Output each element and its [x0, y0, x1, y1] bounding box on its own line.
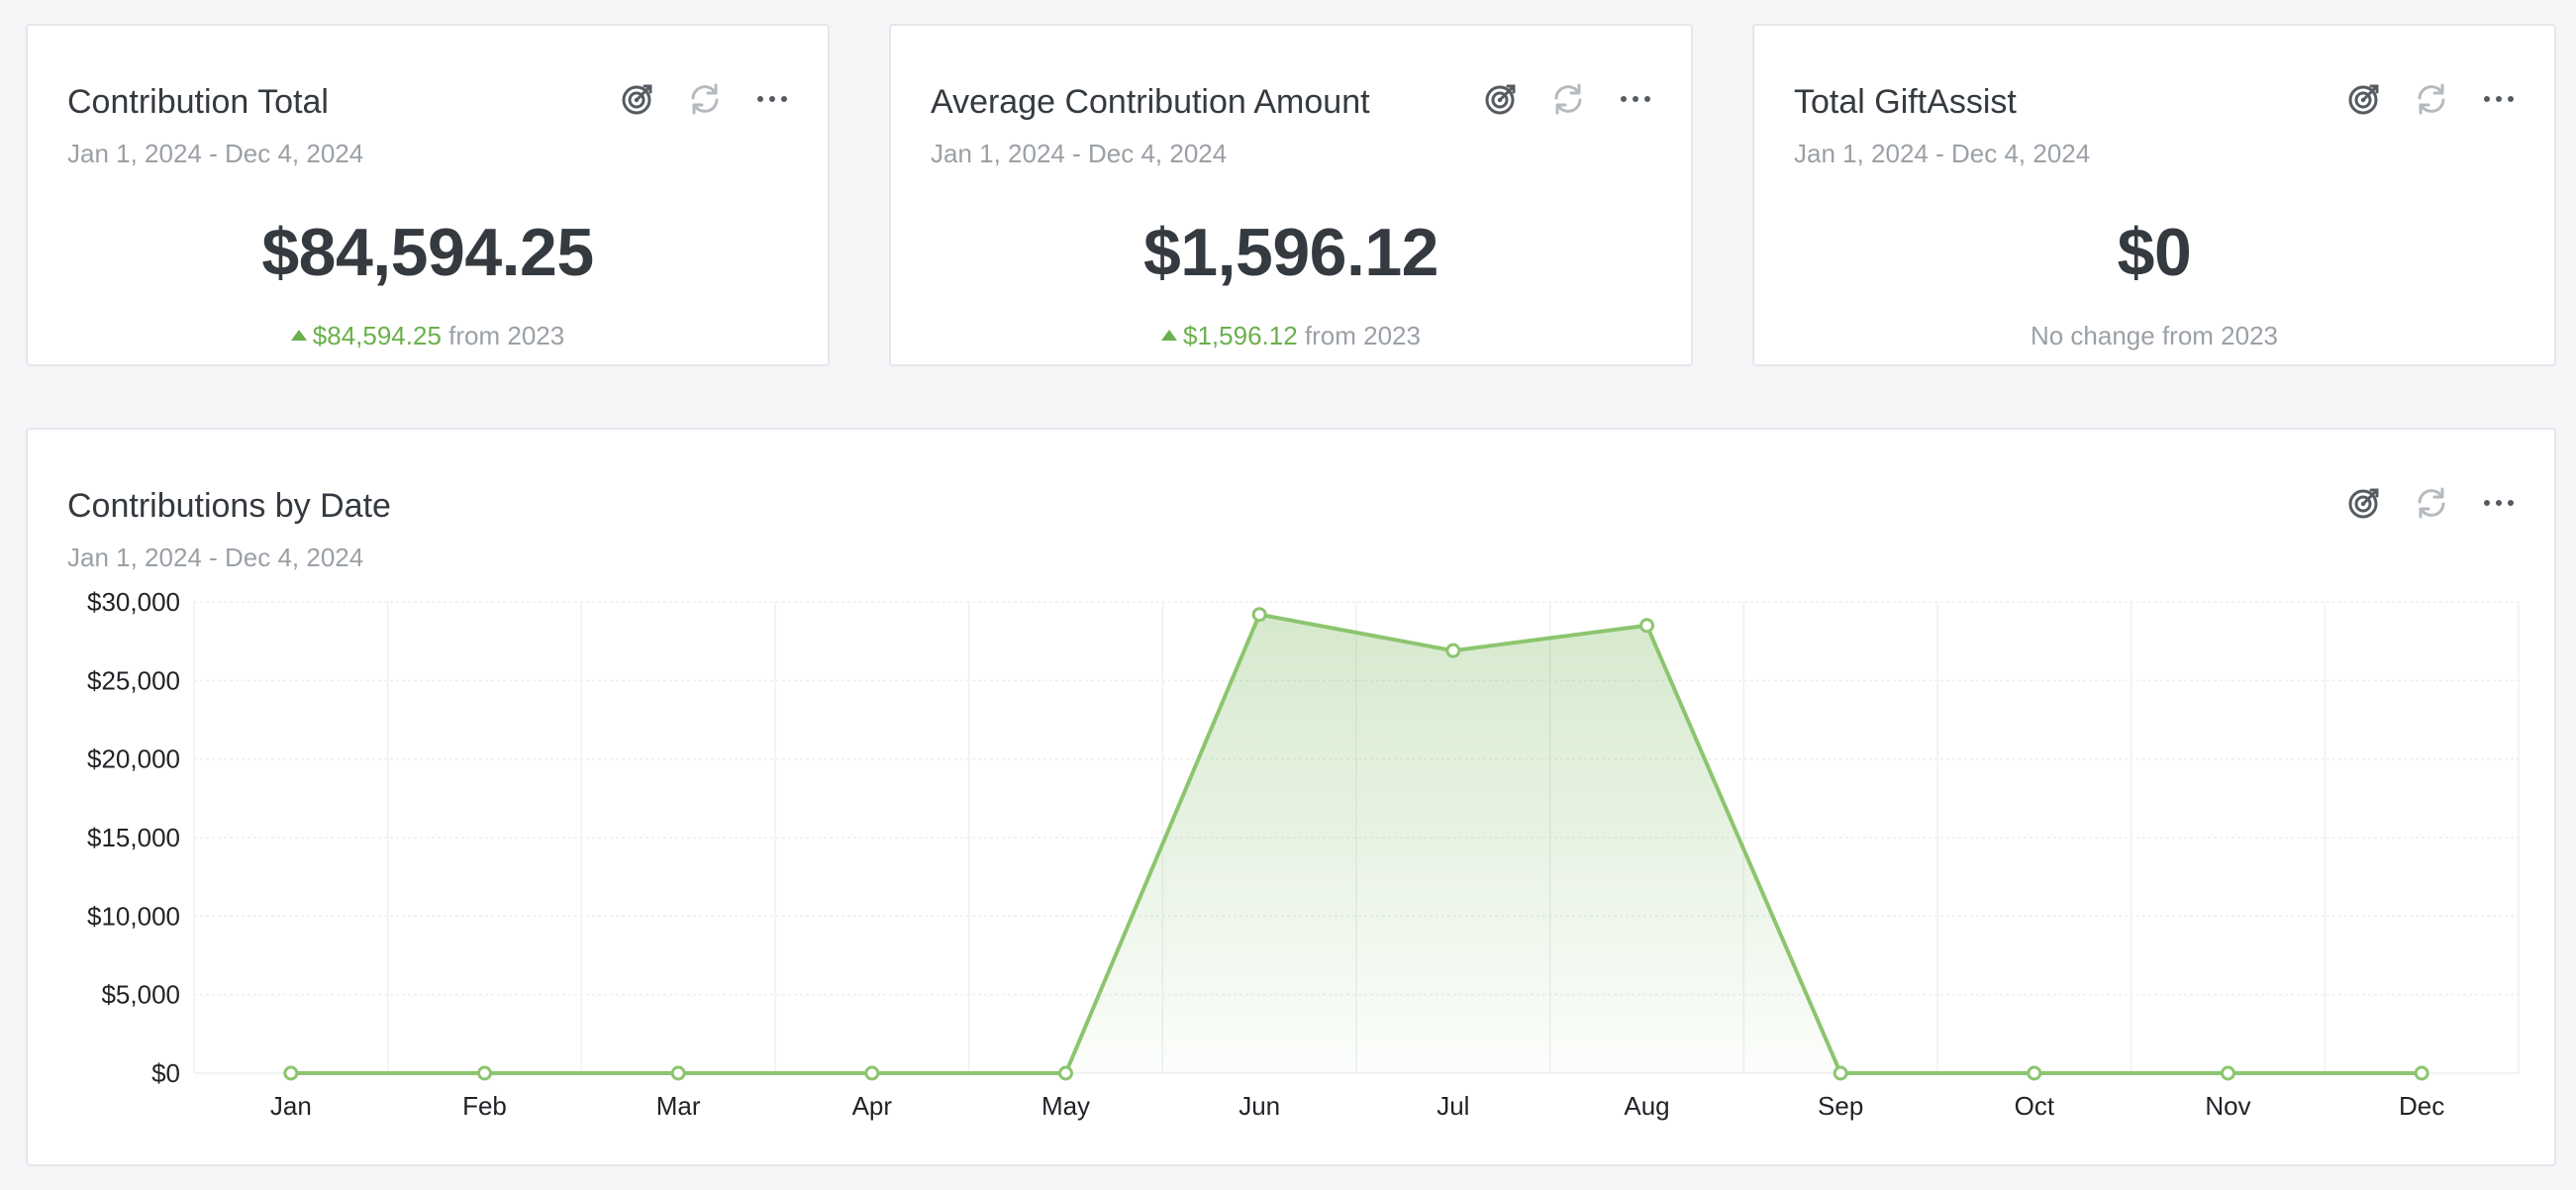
card-date-range: Jan 1, 2024 - Dec 4, 2024	[67, 139, 364, 168]
data-point	[2221, 1065, 2235, 1081]
goal-target-icon[interactable]	[2346, 81, 2382, 117]
delta-suffix: from 2023	[1297, 321, 1421, 350]
delta-amount: $84,594.25	[312, 321, 442, 350]
data-point	[1058, 1065, 1073, 1081]
y-tick-label: $10,000	[87, 901, 180, 931]
x-tick-label: Nov	[2205, 1091, 2250, 1121]
x-tick-label: Mar	[656, 1091, 701, 1121]
up-arrow-icon	[290, 330, 307, 341]
card-toolbar	[620, 81, 790, 117]
more-icon[interactable]	[2481, 485, 2517, 521]
card-date-range: Jan 1, 2024 - Dec 4, 2024	[1794, 139, 2091, 168]
y-tick-label: $25,000	[87, 665, 180, 695]
y-tick-label: $5,000	[101, 980, 180, 1010]
series-line	[290, 612, 2423, 1075]
x-tick-label: Jul	[1437, 1091, 1469, 1121]
card-title: Contribution Total	[67, 83, 329, 121]
refresh-icon[interactable]	[687, 81, 723, 117]
chart-card-toolbar	[2346, 485, 2517, 521]
delta-suffix: from 2023	[441, 321, 565, 350]
x-tick-label: Apr	[852, 1091, 893, 1121]
refresh-icon[interactable]	[2414, 81, 2449, 117]
x-tick-label: Feb	[462, 1091, 507, 1121]
kpi-delta: No change from 2023	[2030, 321, 2279, 350]
goal-target-icon[interactable]	[1483, 81, 1519, 117]
goal-target-icon[interactable]	[620, 81, 655, 117]
data-point	[1445, 643, 1461, 658]
card-toolbar	[2346, 81, 2517, 117]
data-point	[864, 1065, 880, 1081]
goal-target-icon[interactable]	[2346, 485, 2382, 521]
data-point	[477, 1065, 492, 1081]
kpi-delta: $1,596.12 from 2023	[891, 321, 1691, 351]
kpi-value: $1,596.12	[1142, 215, 1439, 290]
more-icon[interactable]	[1618, 81, 1653, 117]
card-date-range: Jan 1, 2024 - Dec 4, 2024	[931, 139, 1228, 168]
x-tick-label: Oct	[2015, 1091, 2055, 1121]
y-tick-label: $0	[151, 1058, 180, 1088]
data-point	[670, 1065, 686, 1081]
x-tick-label: Jun	[1238, 1091, 1280, 1121]
refresh-icon[interactable]	[1550, 81, 1586, 117]
card-title: Total GiftAssist	[1794, 83, 2017, 121]
y-tick-label: $15,000	[87, 823, 180, 852]
x-tick-label: Sep	[1818, 1091, 1863, 1121]
x-tick-label: Aug	[1624, 1091, 1669, 1121]
card-title: Average Contribution Amount	[931, 83, 1370, 121]
more-icon[interactable]	[754, 81, 790, 117]
data-point	[1833, 1065, 1848, 1081]
kpi-value: $84,594.25	[261, 215, 594, 290]
up-arrow-icon	[1161, 330, 1178, 341]
refresh-icon[interactable]	[2414, 485, 2449, 521]
contribution-total-card: Contribution Total Jan 1, 2024 - Dec 4, …	[26, 24, 830, 366]
delta-amount: $1,596.12	[1183, 321, 1298, 350]
y-tick-label: $30,000	[87, 587, 180, 617]
series-area	[290, 614, 2423, 1073]
kpi-value: $0	[2117, 215, 2192, 290]
chart-card-title: Contributions by Date	[67, 487, 391, 525]
data-point	[1639, 618, 1654, 634]
y-tick-label: $20,000	[87, 744, 180, 774]
contributions-by-date-card: Contributions by Date Jan 1, 2024 - Dec …	[26, 428, 2556, 1166]
data-point	[2414, 1065, 2429, 1081]
more-icon[interactable]	[2481, 81, 2517, 117]
data-point	[2027, 1065, 2042, 1081]
x-tick-label: May	[1041, 1091, 1090, 1121]
data-point	[1251, 607, 1267, 623]
chart-card-date-range: Jan 1, 2024 - Dec 4, 2024	[67, 543, 364, 572]
x-tick-label: Jan	[270, 1091, 312, 1121]
kpi-delta: $84,594.25 from 2023	[28, 321, 828, 351]
x-tick-label: Dec	[2399, 1091, 2444, 1121]
total-giftassist-card: Total GiftAssist Jan 1, 2024 - Dec 4, 20…	[1752, 24, 2556, 366]
average-contribution-card: Average Contribution Amount Jan 1, 2024 …	[889, 24, 1693, 366]
card-toolbar	[1483, 81, 1653, 117]
contributions-area-chart: $0 $5,000 $10,000 $15,000 $20,000 $25,000 $30,…	[87, 587, 2520, 1121]
data-point	[283, 1065, 299, 1081]
